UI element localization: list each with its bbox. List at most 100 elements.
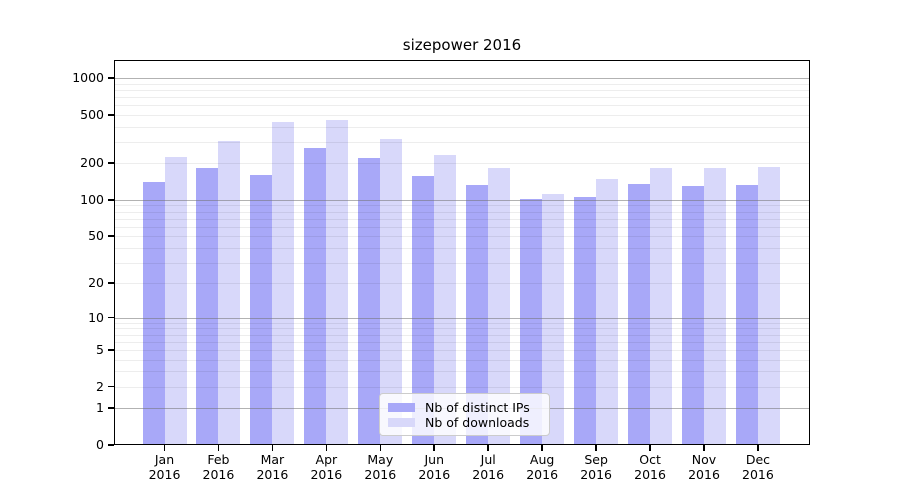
x-tick-label: Nov 2016 (688, 452, 720, 482)
gridline-minor (114, 211, 810, 213)
bar-downloads (164, 156, 187, 445)
bar-downloads (757, 167, 780, 445)
bar-downloads (596, 179, 619, 445)
y-tick-label: 10 (88, 309, 104, 325)
gridline-minor (114, 236, 810, 238)
x-tick-mark (433, 445, 436, 451)
x-tick-label: Apr 2016 (310, 452, 343, 482)
gridline-minor (114, 105, 810, 107)
plot-area (114, 60, 810, 445)
gridline-minor (114, 218, 810, 220)
bar-downloads (380, 139, 403, 445)
x-tick-label: Jan 2016 (148, 452, 181, 482)
bar-distinct-ips (574, 196, 597, 445)
bar-downloads (704, 167, 726, 445)
x-tick-mark (379, 445, 382, 451)
y-tick-mark (108, 162, 114, 165)
gridline-minor (114, 386, 810, 388)
x-tick-mark (541, 445, 543, 451)
gridline-minor (114, 334, 810, 336)
x-tick-label: Mar 2016 (256, 452, 289, 482)
y-tick-mark (108, 385, 114, 388)
x-tick-mark (325, 445, 328, 451)
bar-downloads (542, 193, 565, 445)
y-tick-label: 1 (96, 400, 104, 416)
y-tick-mark (108, 282, 114, 285)
gridline-minor (114, 262, 810, 264)
gridline-minor (114, 322, 810, 324)
legend-swatch-distinct-ips-icon (388, 402, 415, 412)
bar-distinct-ips (196, 167, 219, 445)
bar-downloads (650, 167, 673, 445)
x-tick-mark (163, 445, 166, 451)
gridline-minor (114, 328, 810, 330)
legend-item-downloads: Nb of downloads (388, 414, 540, 430)
gridline-minor (114, 141, 810, 143)
x-tick-mark (649, 445, 651, 451)
x-tick-mark (703, 445, 705, 451)
bar-distinct-ips (682, 186, 704, 445)
gridline-minor (114, 341, 810, 343)
gridline-minor (114, 205, 810, 207)
y-tick-mark (108, 316, 114, 319)
y-tick-mark (108, 77, 114, 79)
bar-distinct-ips (520, 199, 543, 445)
gridline-minor (114, 126, 810, 128)
gridline-minor (114, 114, 810, 116)
bar-distinct-ips (628, 184, 651, 445)
bar-distinct-ips (466, 185, 489, 445)
x-tick-mark (271, 445, 274, 451)
gridline-major (114, 317, 810, 319)
legend-label-downloads: Nb of downloads (425, 414, 530, 430)
bar-distinct-ips (412, 176, 435, 445)
y-tick-mark (108, 349, 114, 351)
y-tick-label: 2 (96, 378, 104, 394)
y-tick-label: 1000 (72, 70, 104, 85)
gridline-minor (114, 359, 810, 361)
gridline-major (114, 199, 810, 201)
gridline-minor (114, 371, 810, 373)
x-tick-mark (487, 445, 489, 451)
gridline-minor (114, 83, 810, 85)
gridline-minor (114, 349, 810, 351)
bar-downloads (488, 167, 511, 445)
x-tick-label: Dec 2016 (742, 452, 774, 482)
gridline-minor (114, 96, 810, 98)
bar-distinct-ips (304, 148, 327, 445)
legend-label-distinct-ips: Nb of distinct IPs (425, 399, 530, 415)
y-tick-mark (108, 235, 114, 237)
x-tick-label: Feb 2016 (202, 452, 235, 482)
y-tick-label: 5 (96, 341, 104, 357)
bar-downloads (218, 140, 241, 445)
x-tick-mark (217, 445, 220, 451)
bar-downloads (326, 120, 349, 445)
legend-item-distinct-ips: Nb of distinct IPs (388, 399, 540, 415)
y-tick-label: 50 (88, 228, 104, 244)
y-tick-mark (108, 407, 114, 409)
chart-title: sizepower 2016 (402, 36, 522, 54)
x-tick-label: Jul 2016 (472, 452, 505, 482)
y-tick-mark (108, 444, 114, 446)
x-tick-label: Oct 2016 (634, 452, 666, 482)
y-tick-label: 500 (80, 106, 104, 122)
bar-distinct-ips (358, 158, 381, 445)
y-tick-mark (108, 113, 114, 116)
legend-swatch-downloads-icon (388, 417, 415, 427)
gridline-minor (114, 247, 810, 249)
gridline-minor (114, 226, 810, 228)
x-tick-mark (595, 445, 597, 451)
y-tick-label: 100 (80, 191, 104, 207)
gridline-minor (114, 163, 810, 165)
x-tick-label: May 2016 (364, 452, 397, 482)
y-tick-label: 20 (88, 275, 104, 291)
x-tick-label: Sep 2016 (580, 452, 612, 482)
x-tick-mark (757, 445, 759, 451)
x-tick-label: Aug 2016 (526, 452, 559, 482)
gridline-major (114, 78, 810, 79)
bar-downloads (272, 122, 295, 445)
bar-downloads (434, 154, 457, 445)
y-tick-label: 200 (80, 155, 104, 171)
x-tick-label: Jun 2016 (418, 452, 451, 482)
bar-distinct-ips (250, 174, 273, 445)
